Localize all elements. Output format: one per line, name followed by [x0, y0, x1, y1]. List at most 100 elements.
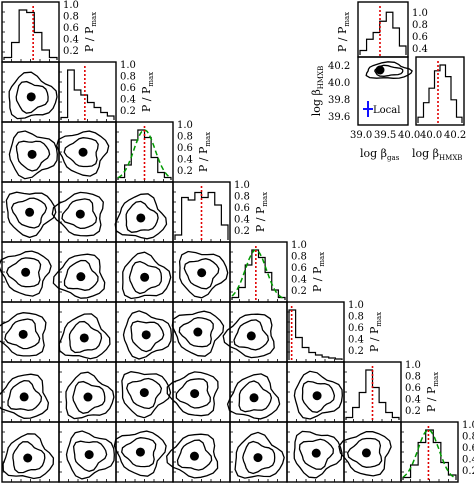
- marginal-ytick-label: 0.2: [120, 106, 136, 117]
- contour-outer-4-1: [52, 253, 106, 299]
- marginal-ytick-label: 1.0: [177, 120, 193, 131]
- contour-inner-6-3: [175, 378, 211, 409]
- best-fit-point-4-1: [76, 272, 86, 282]
- best-fit-point-5-2: [141, 330, 151, 340]
- inset-ytick-label: 40.2: [328, 61, 350, 72]
- contour-inner-5-4: [233, 319, 270, 351]
- marginal-histogram-0: [3, 9, 58, 60]
- contour-inner-6-0: [7, 379, 43, 412]
- marginal-ytick-label: 0.4: [234, 215, 250, 226]
- panel-frame-0-0: [1, 1, 60, 63]
- contour-inner-7-6: [346, 437, 383, 468]
- marginal-ytick-label: 0.6: [120, 83, 136, 94]
- contour-outer-1-0: [8, 71, 58, 120]
- contour-inner-1-0: [15, 80, 49, 114]
- panel-frame-6-3: [172, 361, 231, 423]
- marginal-ytick-label: 0.6: [291, 263, 307, 274]
- contour-outer-3-2: [114, 193, 168, 240]
- best-fit-point-7-0: [23, 453, 33, 463]
- marginal-ylabel: P / Pmax: [254, 192, 269, 232]
- contour-inner-7-3: [176, 439, 213, 471]
- best-fit-point-4-2: [140, 272, 150, 282]
- marginal-ytick-label: 1.0: [63, 0, 79, 11]
- contour-inner-4-0: [5, 257, 42, 288]
- contour-inner-3-1: [61, 198, 98, 230]
- best-fit-point-5-3: [193, 327, 203, 337]
- contour-inner-3-2: [125, 200, 159, 233]
- panel-frame-6-4: [229, 361, 288, 423]
- marginal-ytick-label: 0.8: [120, 72, 136, 83]
- marginal-ytick-label: 1.0: [462, 420, 474, 431]
- best-fit-point-5-1: [79, 333, 89, 343]
- contour-inner-6-5: [301, 380, 336, 413]
- best-fit-point-3-0: [25, 207, 35, 217]
- marginal-ylabel: P / Pmax: [197, 132, 212, 172]
- contour-inner-5-3: [178, 316, 214, 348]
- inset-right-xtick-label: 40.0: [420, 130, 442, 141]
- contour-outer-5-4: [222, 313, 275, 359]
- best-fit-point-4-3: [197, 268, 207, 278]
- inset-xlabel: log βgas: [360, 147, 400, 162]
- inset-right-histogram: [417, 64, 463, 123]
- marginal-ylabel: P / Pmax: [311, 252, 326, 292]
- inset-top-histogram: [359, 11, 407, 55]
- best-fit-point-6-2: [139, 388, 149, 398]
- marginal-ytick-label: 1.0: [405, 360, 421, 371]
- best-fit-point-3-2: [136, 213, 146, 223]
- best-fit-point-3-1: [75, 209, 85, 219]
- marginal-histogram-5: [288, 309, 343, 360]
- best-fit-point-6-5: [312, 391, 322, 401]
- contour-outer-3-0: [5, 191, 57, 239]
- contour-outer-7-2: [113, 430, 167, 477]
- contour-inner-6-2: [126, 377, 163, 410]
- best-fit-point-7-4: [253, 453, 263, 463]
- panel-frame-7-4: [229, 421, 288, 483]
- contour-outer-7-1: [65, 430, 115, 480]
- marginal-ytick-label: 0.8: [177, 132, 193, 143]
- marginal-histogram-4: [231, 249, 286, 300]
- best-fit-point-7-2: [135, 447, 145, 457]
- marginal-ytick-label: 0.8: [234, 192, 250, 203]
- marginal-ytick-label: 0.8: [462, 432, 474, 443]
- contour-inner-4-3: [183, 258, 220, 290]
- marginal-histogram-7: [402, 429, 457, 480]
- inset-top-ytick-label: 1.0: [412, 8, 428, 19]
- panel-frame-5-4: [229, 301, 288, 363]
- best-fit-point-2-1: [78, 147, 88, 157]
- contour-inner-4-2: [128, 260, 163, 295]
- marginal-ytick-label: 0.2: [405, 406, 421, 417]
- marginal-ytick-label: 1.0: [234, 180, 250, 191]
- contour-inner-5-1: [68, 320, 103, 354]
- contour-outer-5-2: [122, 310, 172, 360]
- marginal-ytick-label: 0.4: [291, 275, 307, 286]
- marginal-ytick-label: 1.0: [120, 60, 136, 71]
- marginal-ytick-label: 0.8: [348, 312, 364, 323]
- inset-ytick-label: 40.0: [328, 78, 350, 89]
- inset-contour-outer: [365, 61, 413, 79]
- marginal-ytick-label: 0.6: [63, 23, 79, 34]
- inset-right-xtick-label: 40.2: [444, 130, 466, 141]
- marginal-ytick-label: 0.6: [177, 143, 193, 154]
- inset-xtick-label: 39.0: [350, 130, 372, 141]
- marginal-ytick-label: 0.2: [348, 346, 364, 357]
- best-fit-point-7-3: [189, 451, 199, 461]
- marginal-ytick-label: 0.8: [291, 252, 307, 263]
- marginal-ylabel: P / Pmax: [425, 372, 440, 412]
- contour-outer-6-4: [226, 373, 281, 420]
- inset-top-hist-frame: [357, 1, 409, 58]
- inset-right-hist-frame: [415, 56, 465, 126]
- marginal-ytick-label: 0.4: [120, 95, 136, 106]
- best-fit-point-1-0: [26, 92, 36, 102]
- marginal-ylabel: P / Pmax: [83, 12, 98, 52]
- best-fit-point-6-3: [190, 389, 200, 399]
- contour-inner-7-4: [242, 440, 276, 475]
- marginal-histogram-1: [60, 69, 115, 120]
- marginal-ytick-label: 0.2: [177, 166, 193, 177]
- inset-ytick-label: 39.6: [328, 112, 350, 123]
- contour-inner-4-1: [63, 259, 99, 291]
- panels-layer: [0, 1, 465, 483]
- inset-xtick-label: 40.0: [398, 130, 420, 141]
- contour-inner-2-0: [15, 140, 51, 172]
- marginal-ylabel: P / Pmax: [140, 72, 155, 112]
